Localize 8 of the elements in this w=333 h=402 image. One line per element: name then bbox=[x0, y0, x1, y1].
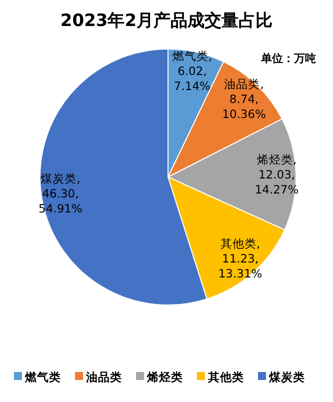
legend-label: 燃气类 bbox=[24, 370, 61, 384]
data-label: 烯烃类, 12.03, 14.27% bbox=[254, 152, 299, 197]
chart-subtitle: 单位：万吨 bbox=[260, 52, 316, 65]
legend-label: 油品类 bbox=[85, 370, 122, 384]
legend-label: 煤炭类 bbox=[268, 370, 305, 384]
legend-label: 其他类 bbox=[207, 370, 244, 384]
chart-title: 2023年2月产品成交量占比 bbox=[60, 11, 273, 31]
legend-label: 烯烃类 bbox=[146, 370, 183, 384]
